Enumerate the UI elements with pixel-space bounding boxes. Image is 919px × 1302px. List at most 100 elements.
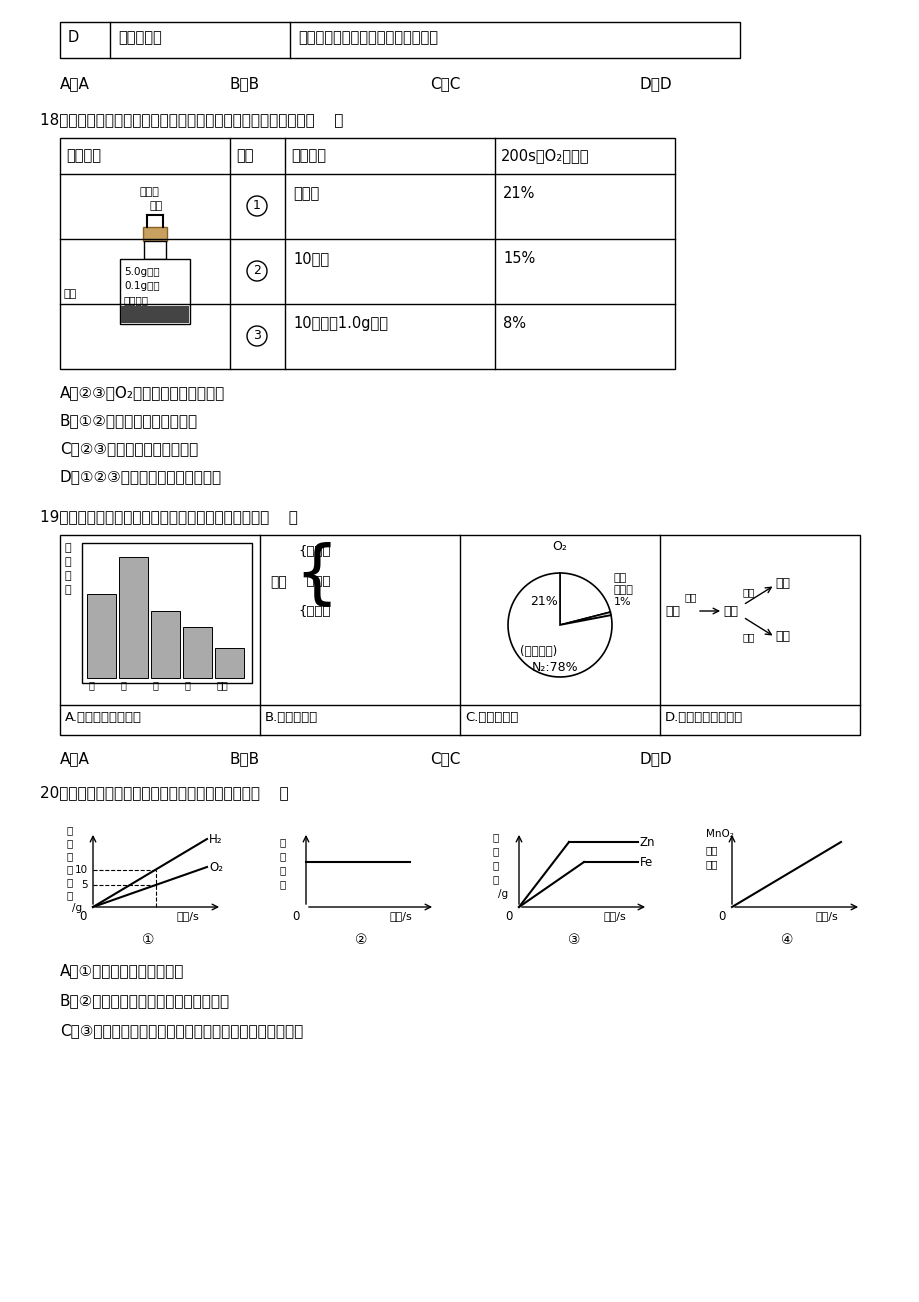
Text: 时间/s: 时间/s <box>602 911 625 921</box>
Polygon shape <box>560 612 610 625</box>
Text: 含: 含 <box>65 572 72 581</box>
Text: O₂: O₂ <box>209 861 222 874</box>
Bar <box>60 138 675 368</box>
Text: 原子: 原子 <box>774 577 789 590</box>
Text: 10滴水: 10滴水 <box>292 251 329 266</box>
Text: 气: 气 <box>493 846 499 855</box>
Text: 3: 3 <box>253 329 261 342</box>
Bar <box>142 227 167 241</box>
Text: {化合物: {化合物 <box>298 546 330 559</box>
Bar <box>119 259 190 324</box>
Bar <box>144 241 165 259</box>
Text: 0: 0 <box>79 910 86 923</box>
Bar <box>60 535 859 736</box>
Text: A.地壳中元素的含量: A.地壳中元素的含量 <box>65 711 142 724</box>
Text: 质: 质 <box>67 878 74 887</box>
Text: C.空气的组成: C.空气的组成 <box>464 711 517 724</box>
Text: D.物质的组成和构成: D.物质的组成和构成 <box>664 711 743 724</box>
Text: 成: 成 <box>67 838 74 848</box>
Text: 其他试剂: 其他试剂 <box>290 148 325 163</box>
Text: 元素: 元素 <box>664 605 679 618</box>
Text: 感器: 感器 <box>150 201 163 211</box>
Bar <box>183 626 211 678</box>
Text: 质量: 质量 <box>705 845 718 855</box>
Bar <box>151 611 180 678</box>
Text: 序号: 序号 <box>236 148 254 163</box>
Text: 10: 10 <box>75 865 88 875</box>
Text: 干燥剂: 干燥剂 <box>292 186 319 201</box>
Text: 元: 元 <box>65 543 72 553</box>
Text: 质: 质 <box>493 861 499 870</box>
Text: A．A: A．A <box>60 751 90 766</box>
Text: 时间/s: 时间/s <box>176 911 199 921</box>
Bar <box>87 594 116 678</box>
Text: 气: 气 <box>67 852 74 861</box>
Text: 量: 量 <box>493 874 499 884</box>
Text: 15%: 15% <box>503 251 535 266</box>
Text: C．C: C．C <box>429 76 460 91</box>
Text: 10滴水和1.0g食盐: 10滴水和1.0g食盐 <box>292 316 388 331</box>
Text: 空气: 空气 <box>64 289 77 299</box>
Bar <box>121 306 188 323</box>
Text: 1%: 1% <box>613 598 631 607</box>
Text: 生: 生 <box>67 825 74 835</box>
Text: 时间/s: 时间/s <box>390 911 413 921</box>
Text: 氧气传: 氧气传 <box>140 187 160 197</box>
Text: C．②③证明食盐能加快铁锈蚀: C．②③证明食盐能加快铁锈蚀 <box>60 441 198 456</box>
Text: D．D: D．D <box>640 76 672 91</box>
Text: 1: 1 <box>253 199 261 212</box>
Text: 2: 2 <box>253 264 261 277</box>
Text: {: { <box>294 542 338 609</box>
Bar <box>215 648 244 678</box>
Text: 素: 素 <box>65 557 72 566</box>
Text: 量: 量 <box>65 585 72 595</box>
Bar <box>60 22 739 59</box>
Text: 物质: 物质 <box>722 605 737 618</box>
Text: 19．建立模型是学习化学的重要方法，模型正确的是（    ）: 19．建立模型是学习化学的重要方法，模型正确的是（ ） <box>40 509 298 523</box>
Text: B．B: B．B <box>230 751 260 766</box>
Text: 物质: 物质 <box>269 575 287 589</box>
Text: C．③向等质量锌粉和铁粉中加入足量的等浓度的稀硫酸中: C．③向等质量锌粉和铁粉中加入足量的等浓度的稀硫酸中 <box>60 1023 303 1038</box>
Text: 200s时O₂的含量: 200s时O₂的含量 <box>501 148 589 163</box>
Text: Zn: Zn <box>640 836 654 849</box>
Text: A．A: A．A <box>60 76 90 91</box>
Text: 0: 0 <box>505 910 512 923</box>
Text: 体: 体 <box>67 865 74 874</box>
Text: 其它试剂: 其它试剂 <box>124 296 149 305</box>
Text: 实验装置: 实验装置 <box>66 148 101 163</box>
Text: 氢: 氢 <box>493 832 499 842</box>
Text: 20．如图所示四个图像，能正确反映变化关系的是（    ）: 20．如图所示四个图像，能正确反映变化关系的是（ ） <box>40 785 289 799</box>
Text: 种: 种 <box>279 865 286 875</box>
Text: D．D: D．D <box>640 751 672 766</box>
Text: ③: ③ <box>567 934 580 947</box>
Text: {纯净物: {纯净物 <box>298 605 330 618</box>
Text: A．①将水通电电解一段时间: A．①将水通电电解一段时间 <box>60 963 184 978</box>
Bar <box>119 556 148 678</box>
Text: C．C: C．C <box>429 751 460 766</box>
Text: /g: /g <box>72 904 82 913</box>
Text: 成分：: 成分： <box>613 585 633 595</box>
Text: 加入肥皂水，比较泡沫与浮渣的多少: 加入肥皂水，比较泡沫与浮渣的多少 <box>298 30 437 46</box>
Text: B．①②证明水对铁锈蚀有影响: B．①②证明水对铁锈蚀有影响 <box>60 413 198 428</box>
Text: 量: 量 <box>67 891 74 900</box>
Text: 素: 素 <box>279 852 286 861</box>
Text: 18．实验研究铁锈蚀影响因素，记录如下。下列分析不正确的是（    ）: 18．实验研究铁锈蚀影响因素，记录如下。下列分析不正确的是（ ） <box>40 112 343 128</box>
Text: B.物质的分类: B.物质的分类 <box>265 711 318 724</box>
Text: 元: 元 <box>279 837 286 848</box>
Polygon shape <box>560 573 609 625</box>
Text: 组成: 组成 <box>685 592 697 602</box>
Text: 0: 0 <box>291 910 299 923</box>
Text: H₂: H₂ <box>209 833 222 846</box>
Text: 铁: 铁 <box>153 680 159 690</box>
Text: 8%: 8% <box>503 316 526 331</box>
Text: 21%: 21% <box>503 186 535 201</box>
Text: Fe: Fe <box>640 855 652 868</box>
Text: N₂:78%: N₂:78% <box>531 661 578 674</box>
Text: 构成: 构成 <box>743 631 754 642</box>
Text: /g: /g <box>497 889 507 898</box>
Text: 分子: 分子 <box>774 630 789 643</box>
Text: D: D <box>68 30 79 46</box>
Text: 铝: 铝 <box>185 680 190 690</box>
Text: O₂: O₂ <box>551 540 566 553</box>
Text: D．①②③证明炭粉对铁锈蚀有影响: D．①②③证明炭粉对铁锈蚀有影响 <box>60 469 221 484</box>
